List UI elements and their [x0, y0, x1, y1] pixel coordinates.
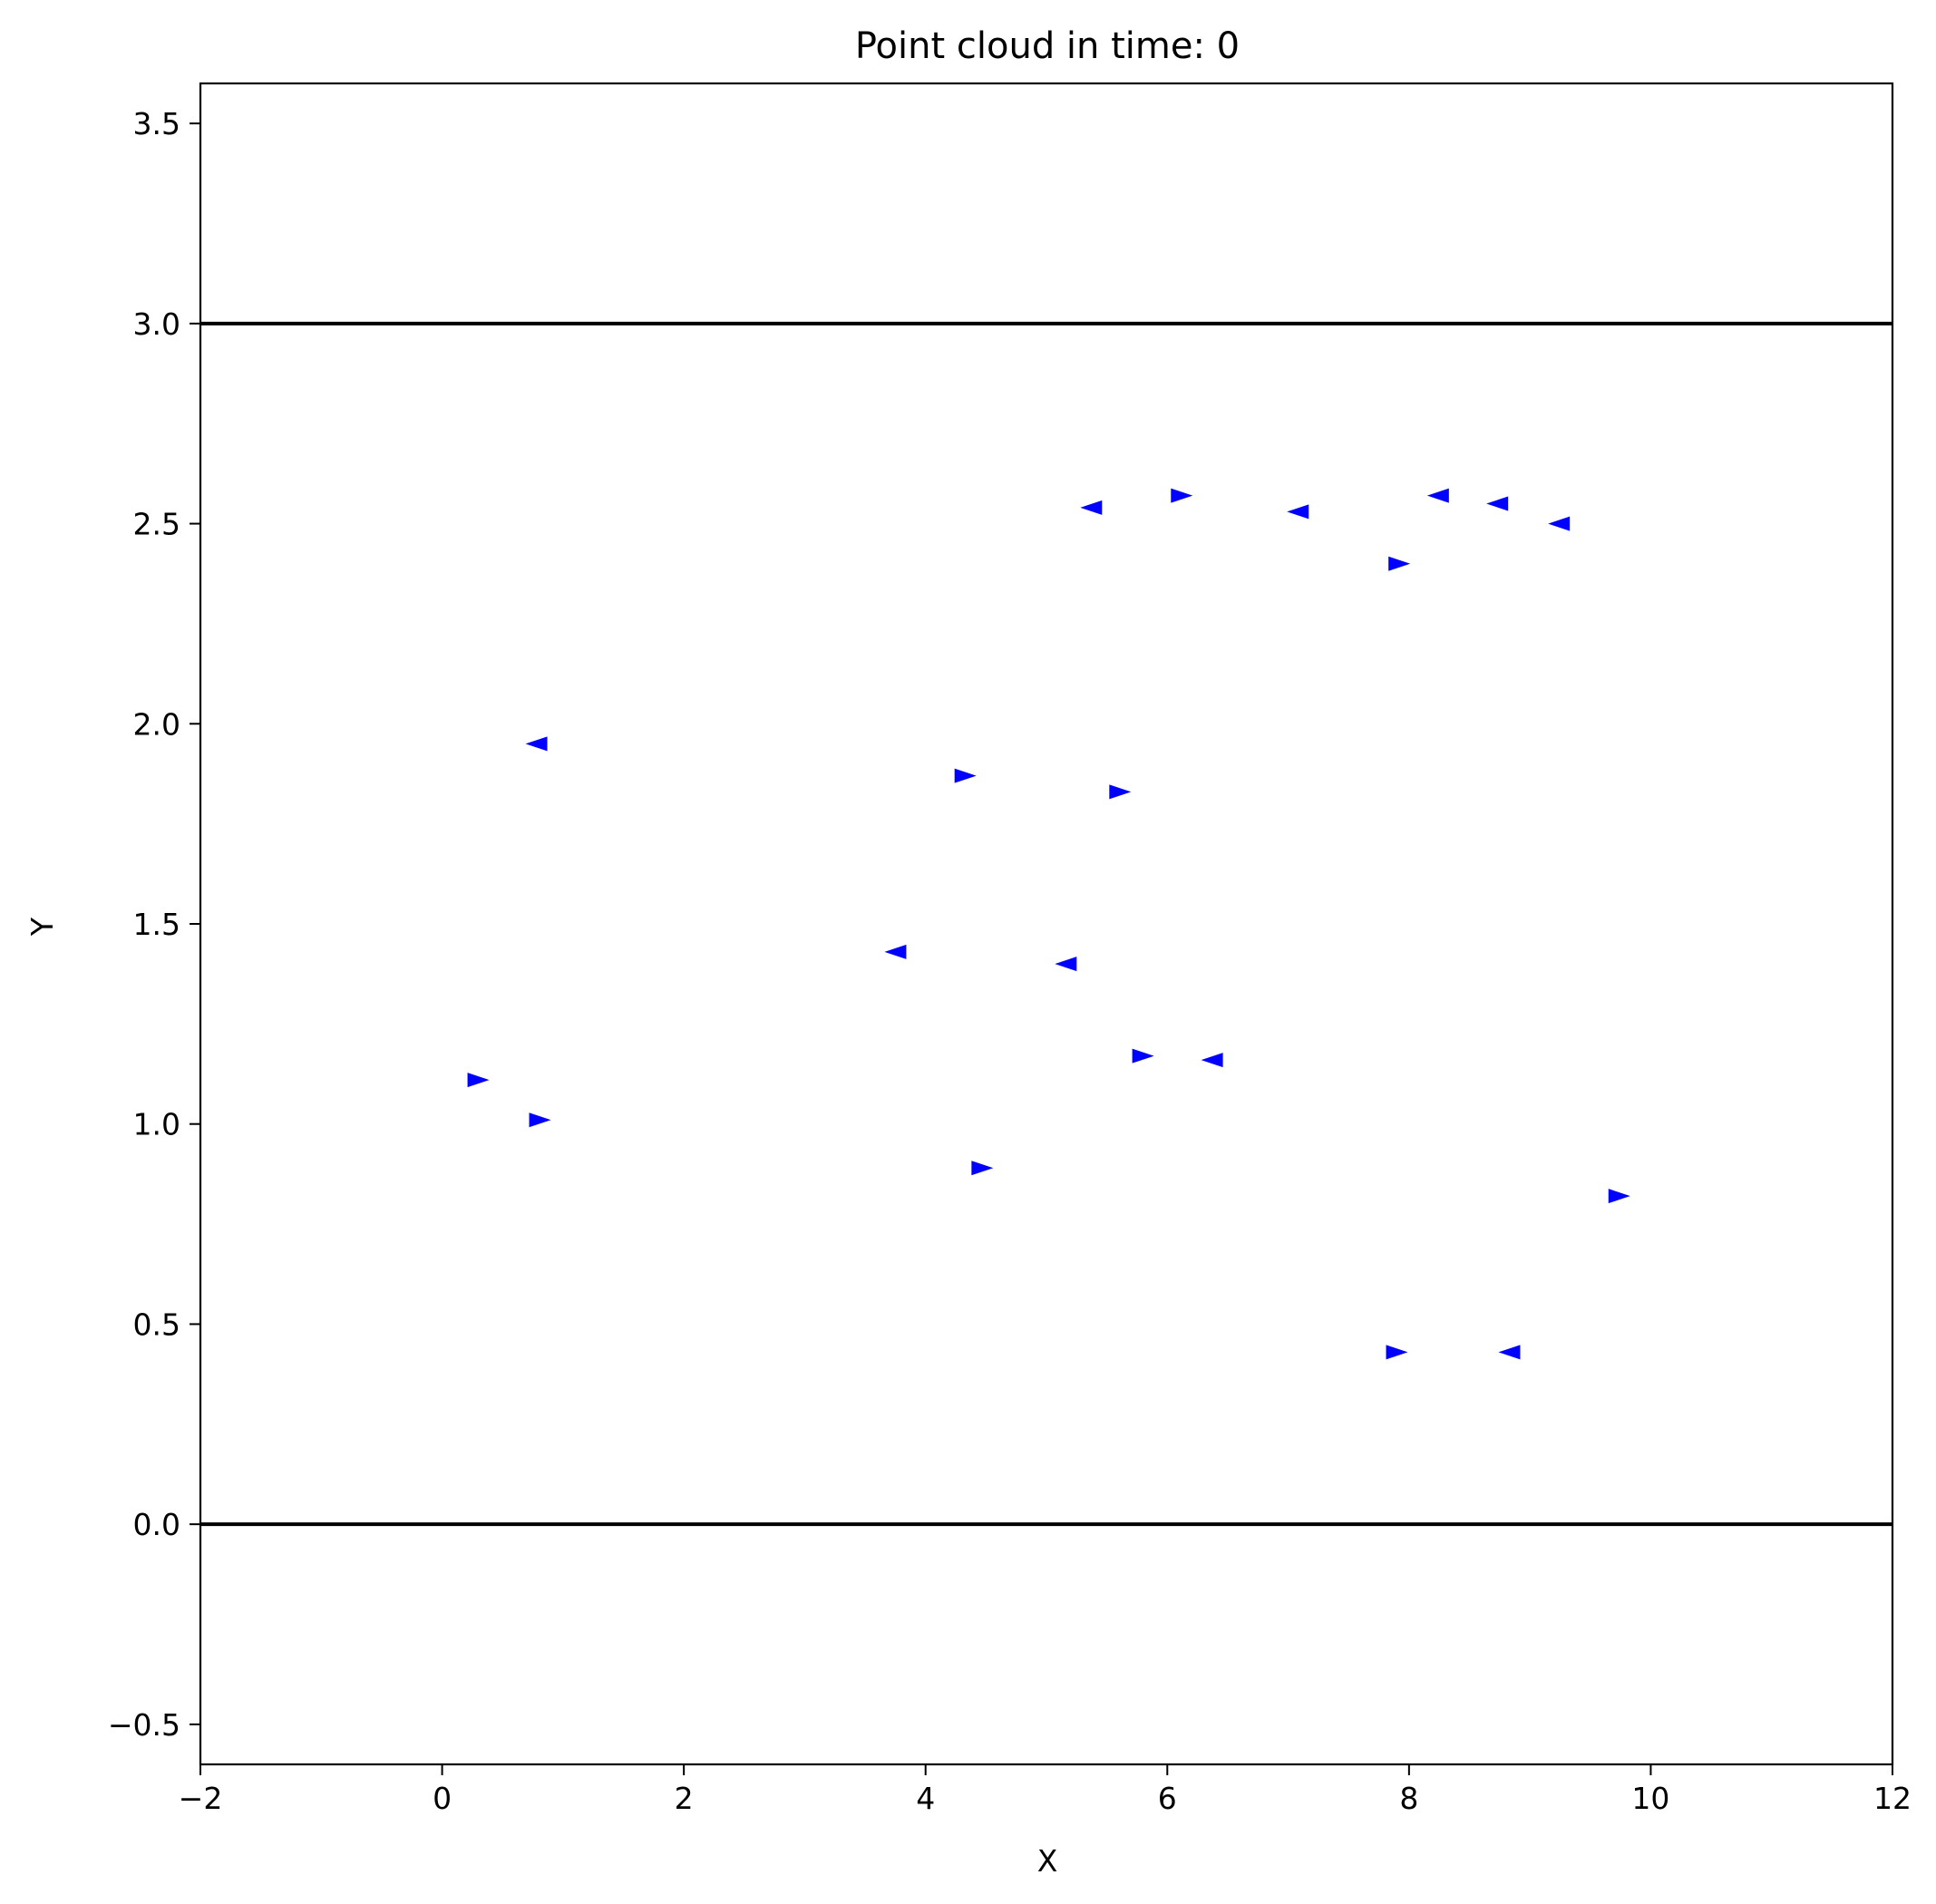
data-point-left — [525, 736, 548, 752]
data-point-left — [1287, 504, 1309, 520]
x-tick-label: 0 — [433, 1781, 452, 1816]
x-tick-label: −2 — [179, 1781, 223, 1816]
x-tick-label: 4 — [916, 1781, 935, 1816]
data-point-left — [1201, 1053, 1223, 1068]
data-point-right — [529, 1112, 551, 1128]
data-point-left — [1426, 488, 1449, 503]
x-tick-label: 8 — [1399, 1781, 1418, 1816]
plot-area: −2 0 2 4 6 8 10 12 −0.5 0.0 0.5 1.0 1.5 2.0 2.5 3.0 3.5 — [108, 82, 1912, 1816]
y-tick-label: −0.5 — [108, 1707, 180, 1743]
data-point-left — [884, 944, 907, 959]
y-tick-label: 0.5 — [133, 1307, 180, 1342]
data-point-left — [1486, 496, 1509, 511]
x-tick-label: 6 — [1158, 1781, 1177, 1816]
y-tick-label: 2.5 — [133, 507, 180, 542]
x-tick-label: 2 — [675, 1781, 694, 1816]
data-point-left — [1055, 957, 1077, 972]
y-tick-label: 0.0 — [133, 1507, 180, 1542]
data-point-right — [954, 768, 977, 783]
data-point-right — [1171, 488, 1193, 503]
data-point-right — [1388, 556, 1411, 571]
y-tick-label: 3.0 — [133, 306, 180, 342]
y-tick-label: 3.5 — [133, 106, 180, 141]
y-tick-label: 1.5 — [133, 907, 180, 942]
y-axis-label: Y — [24, 917, 60, 937]
x-axis-label: X — [1037, 1843, 1058, 1879]
x-tick-label: 12 — [1873, 1781, 1912, 1816]
y-tick-label: 1.0 — [133, 1107, 180, 1142]
data-point-left — [1548, 516, 1571, 531]
data-point-left — [1498, 1345, 1521, 1360]
x-tick-label: 10 — [1631, 1781, 1669, 1816]
data-point-right — [1132, 1048, 1154, 1064]
data-point-right — [467, 1073, 490, 1088]
data-point-right — [971, 1161, 994, 1176]
data-point-left — [1080, 500, 1103, 515]
y-tick-label: 2.0 — [133, 706, 180, 742]
data-point-right — [1386, 1345, 1408, 1360]
chart-title: Point cloud in time: 0 — [855, 25, 1240, 67]
data-point-right — [1109, 784, 1132, 800]
data-point-right — [1608, 1189, 1630, 1204]
